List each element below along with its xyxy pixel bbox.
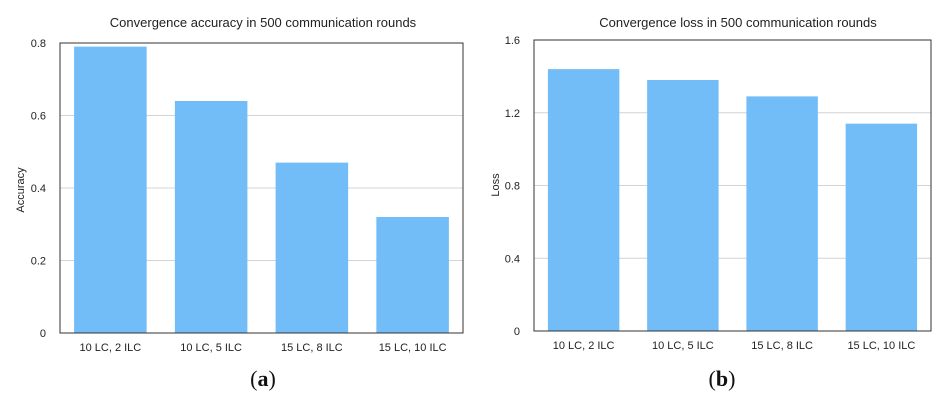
x-tick-label: 10 LC, 5 ILC (180, 342, 242, 354)
chart-title: Convergence loss in 500 communication ro… (599, 15, 877, 30)
x-ticks: 10 LC, 2 ILC 10 LC, 5 ILC 15 LC, 8 ILC 15 L… (553, 340, 916, 352)
x-tick-label: 10 LC, 2 ILC (79, 342, 141, 354)
bar (845, 123, 918, 331)
x-tick-label: 15 LC, 10 ILC (379, 342, 447, 354)
loss-chart: Convergence loss in 500 communication ro… (490, 15, 932, 391)
panel-letter: a (258, 366, 269, 391)
y-axis-label: Accuracy (15, 167, 27, 213)
x-tick-label: 10 LC, 2 ILC (553, 340, 615, 352)
panel-label: (a) (250, 366, 276, 391)
x-tick-label: 10 LC, 5 ILC (652, 340, 714, 352)
y-tick-label: 0.8 (31, 38, 46, 50)
plot-frame (59, 42, 464, 334)
x-ticks: 10 LC, 2 ILC 10 LC, 5 ILC 15 LC, 8 ILC 15 L… (79, 342, 446, 354)
y-tick-label: 1.6 (505, 35, 520, 47)
y-tick-label: 0.8 (505, 181, 520, 193)
bar (746, 96, 818, 331)
y-ticks: 0 0.2 0.4 0.6 0.8 (31, 38, 46, 340)
y-tick-label: 0.4 (31, 183, 46, 195)
y-tick-label: 0.6 (31, 111, 46, 123)
bar (174, 101, 248, 333)
chart-title: Convergence accuracy in 500 communicatio… (110, 15, 417, 30)
y-tick-label: 1.2 (505, 108, 520, 120)
panel-label: (b) (709, 366, 736, 391)
y-axis-label: Loss (490, 173, 502, 197)
bars (74, 46, 449, 333)
bar (275, 162, 349, 333)
bar (74, 46, 147, 333)
plot-frame (533, 39, 932, 332)
x-tick-label: 15 LC, 8 ILC (281, 342, 343, 354)
y-tick-label: 0.2 (31, 256, 46, 268)
y-tick-label: 0 (40, 328, 46, 340)
x-tick-label: 15 LC, 8 ILC (751, 340, 813, 352)
panel-letter: b (716, 366, 728, 391)
accuracy-chart: Convergence accuracy in 500 communicatio… (15, 15, 464, 391)
bar (376, 217, 449, 333)
y-tick-label: 0 (514, 326, 520, 338)
bar (547, 69, 620, 331)
y-tick-label: 0.4 (505, 253, 520, 265)
bars (547, 69, 918, 331)
x-tick-label: 15 LC, 10 ILC (847, 340, 915, 352)
bar (647, 80, 719, 331)
y-ticks: 0 0.4 0.8 1.2 1.6 (505, 35, 520, 338)
